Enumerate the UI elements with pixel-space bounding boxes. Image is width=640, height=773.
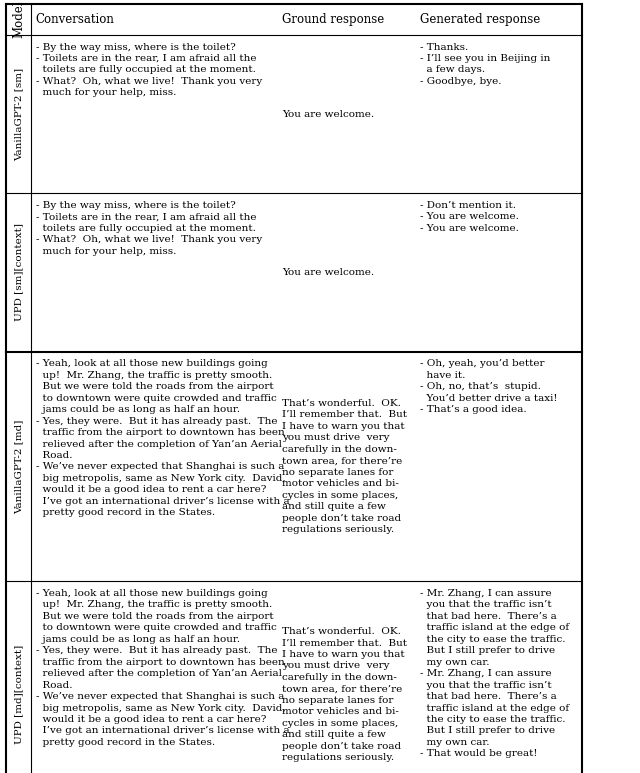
Text: Ground response: Ground response xyxy=(282,13,385,26)
Text: - By the way miss, where is the toilet?
- Toilets are in the rear, I am afraid a: - By the way miss, where is the toilet? … xyxy=(36,201,262,256)
Text: - Oh, yeah, you’d better
  have it.
- Oh, no, that’s  stupid.
  You’d better dri: - Oh, yeah, you’d better have it. - Oh, … xyxy=(420,359,557,414)
Text: VanillaGPT-2 [md]: VanillaGPT-2 [md] xyxy=(14,419,23,514)
Text: - Yeah, look at all those new buildings going
  up!  Mr. Zhang, the traffic is p: - Yeah, look at all those new buildings … xyxy=(36,589,289,747)
Text: You are welcome.: You are welcome. xyxy=(282,268,374,277)
Text: UPD [md][context]: UPD [md][context] xyxy=(14,645,23,744)
Text: - By the way miss, where is the toilet?
- Toilets are in the rear, I am afraid a: - By the way miss, where is the toilet? … xyxy=(36,43,262,97)
Text: - Don’t mention it.
- You are welcome.
- You are welcome.: - Don’t mention it. - You are welcome. -… xyxy=(420,201,518,233)
Text: - Thanks.
- I’ll see you in Beijing in
  a few days.
- Goodbye, bye.: - Thanks. - I’ll see you in Beijing in a… xyxy=(420,43,550,86)
Text: Conversation: Conversation xyxy=(36,13,115,26)
Text: Generated response: Generated response xyxy=(420,13,540,26)
Text: UPD [sm][context]: UPD [sm][context] xyxy=(14,223,23,322)
Text: You are welcome.: You are welcome. xyxy=(282,110,374,118)
Text: VanillaGPT-2 [sm]: VanillaGPT-2 [sm] xyxy=(14,67,23,161)
Text: Model: Model xyxy=(12,1,25,38)
Text: That’s wonderful.  OK.
I’ll remember that.  But
I have to warn you that
you must: That’s wonderful. OK. I’ll remember that… xyxy=(282,399,407,534)
Text: That’s wonderful.  OK.
I’ll remember that.  But
I have to warn you that
you must: That’s wonderful. OK. I’ll remember that… xyxy=(282,627,407,762)
Text: - Yeah, look at all those new buildings going
  up!  Mr. Zhang, the traffic is p: - Yeah, look at all those new buildings … xyxy=(36,359,289,517)
Text: - Mr. Zhang, I can assure
  you that the traffic isn’t
  that bad here.  There’s: - Mr. Zhang, I can assure you that the t… xyxy=(420,589,569,758)
